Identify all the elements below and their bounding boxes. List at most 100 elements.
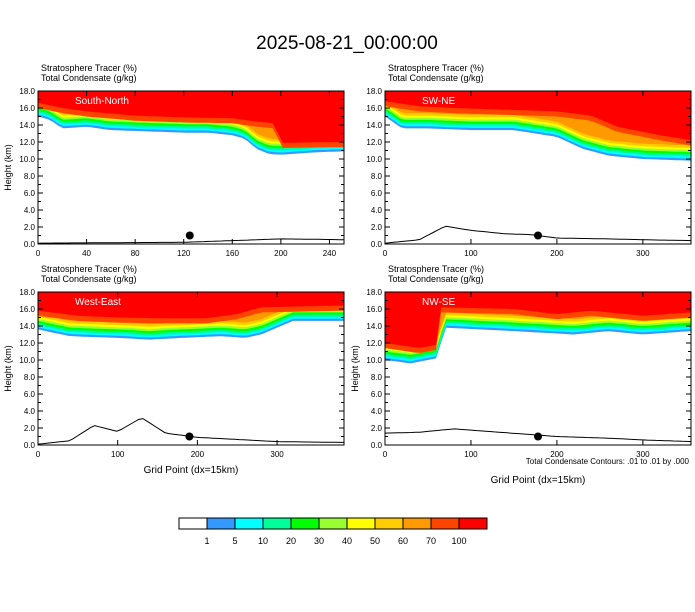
y-tick-label: 6.0: [24, 390, 36, 399]
y-tick-label: 2.0: [24, 424, 36, 433]
y-tick-label: 10.0: [19, 356, 35, 365]
y-tick-label: 18.0: [366, 87, 382, 96]
y-axis-label: Height (km): [350, 345, 360, 392]
plot-area: [38, 292, 344, 445]
x-tick-label: 80: [131, 249, 140, 258]
x-axis-label: Grid Point (dx=15km): [144, 465, 239, 476]
colorbar-swatch: [178, 517, 208, 530]
y-tick-label: 4.0: [371, 407, 383, 416]
colorbar-swatch: [234, 517, 264, 530]
y-tick-label: 0.0: [24, 240, 36, 249]
colorbar-swatch: [430, 517, 460, 530]
colorbar-label: 10: [258, 536, 268, 546]
y-tick-label: 12.0: [19, 138, 35, 147]
colorbar-label: 60: [398, 536, 408, 546]
x-tick-label: 300: [636, 450, 650, 459]
colorbar-swatch: [318, 517, 348, 530]
colorbar-label: 30: [314, 536, 324, 546]
colorbar-label: 50: [370, 536, 380, 546]
y-tick-label: 10.0: [19, 155, 35, 164]
terrain-line: [38, 238, 344, 244]
y-tick-label: 12.0: [19, 339, 35, 348]
figure-title: 2025-08-21_00:00:00: [256, 33, 438, 54]
panel-label: NW-SE: [422, 297, 455, 308]
x-tick-label: 200: [191, 450, 205, 459]
x-tick-label: 200: [274, 249, 288, 258]
x-tick-label: 100: [464, 249, 478, 258]
y-tick-label: 18.0: [19, 87, 35, 96]
tracer-band-100: [38, 292, 344, 319]
y-tick-label: 8.0: [371, 172, 383, 181]
y-tick-label: 14.0: [366, 322, 382, 331]
x-tick-label: 300: [270, 450, 284, 459]
y-tick-label: 0.0: [371, 441, 383, 450]
colorbar-swatch: [346, 517, 376, 530]
location-marker: [185, 231, 194, 240]
panel-nw-se: Stratosphere Tracer (%)Total Condensate …: [350, 264, 692, 486]
panel-header-line: Total Condensate (g/kg): [41, 274, 137, 284]
panel-header-line: Stratosphere Tracer (%): [388, 63, 484, 73]
y-tick-label: 10.0: [366, 155, 382, 164]
tracer-band-100: [38, 91, 344, 143]
y-axis-label: Height (km): [3, 144, 13, 191]
y-axis-label: Height (km): [3, 345, 13, 392]
colorbar-swatch: [262, 517, 292, 530]
y-tick-label: 16.0: [19, 305, 35, 314]
y-tick-label: 12.0: [366, 138, 382, 147]
plot-area: [385, 91, 691, 244]
y-tick-label: 8.0: [24, 172, 36, 181]
colorbar-swatch: [206, 517, 236, 530]
colorbar-label: 1: [204, 536, 209, 546]
colorbar-label: 20: [286, 536, 296, 546]
plot-area: [385, 292, 691, 445]
colorbar-swatch: [402, 517, 432, 530]
colorbar: 1 5 10 20 30 40 50 60 70 100: [178, 517, 488, 546]
y-tick-label: 2.0: [371, 223, 383, 232]
panel-header-line: Total Condensate (g/kg): [41, 73, 137, 83]
panel-south-north: Stratosphere Tracer (%)Total Condensate …: [3, 63, 345, 258]
x-tick-label: 0: [383, 450, 388, 459]
colorbar-swatch: [290, 517, 320, 530]
x-tick-label: 200: [550, 249, 564, 258]
y-tick-label: 6.0: [24, 189, 36, 198]
y-tick-label: 4.0: [24, 206, 36, 215]
y-tick-label: 2.0: [24, 223, 36, 232]
x-tick-label: 100: [464, 450, 478, 459]
panel-header-line: Stratosphere Tracer (%): [41, 264, 137, 274]
tracer-band-100: [385, 91, 691, 141]
y-tick-label: 6.0: [371, 189, 383, 198]
y-tick-label: 4.0: [371, 206, 383, 215]
panel-label: South-North: [75, 96, 129, 107]
colorbar-label: 40: [342, 536, 352, 546]
panel-label: West-East: [75, 297, 121, 308]
location-marker: [534, 432, 542, 441]
y-tick-label: 12.0: [366, 339, 382, 348]
y-tick-label: 16.0: [366, 305, 382, 314]
y-tick-label: 8.0: [371, 373, 383, 382]
y-tick-label: 16.0: [19, 104, 35, 113]
x-axis-label: Grid Point (dx=15km): [491, 475, 586, 486]
panel-west-east: Stratosphere Tracer (%)Total Condensate …: [3, 264, 345, 476]
panel-sw-ne: Stratosphere Tracer (%)Total Condensate …: [366, 63, 692, 258]
panel-header-line: Total Condensate (g/kg): [388, 274, 484, 284]
x-tick-label: 240: [323, 249, 337, 258]
plot-area: [38, 91, 344, 244]
x-tick-label: 0: [36, 249, 41, 258]
y-tick-label: 18.0: [19, 288, 35, 297]
panel-header-line: Stratosphere Tracer (%): [388, 264, 484, 274]
x-tick-label: 160: [226, 249, 240, 258]
location-marker: [534, 231, 542, 240]
location-marker: [185, 432, 194, 441]
y-tick-label: 14.0: [366, 121, 382, 130]
y-tick-label: 6.0: [371, 390, 383, 399]
x-tick-label: 0: [36, 450, 41, 459]
colorbar-label: 70: [426, 536, 436, 546]
colorbar-swatch: [374, 517, 404, 530]
x-tick-label: 40: [82, 249, 91, 258]
y-tick-label: 2.0: [371, 424, 383, 433]
y-tick-label: 10.0: [366, 356, 382, 365]
panel-header-line: Total Condensate (g/kg): [388, 73, 484, 83]
y-tick-label: 4.0: [24, 407, 36, 416]
y-tick-label: 18.0: [366, 288, 382, 297]
